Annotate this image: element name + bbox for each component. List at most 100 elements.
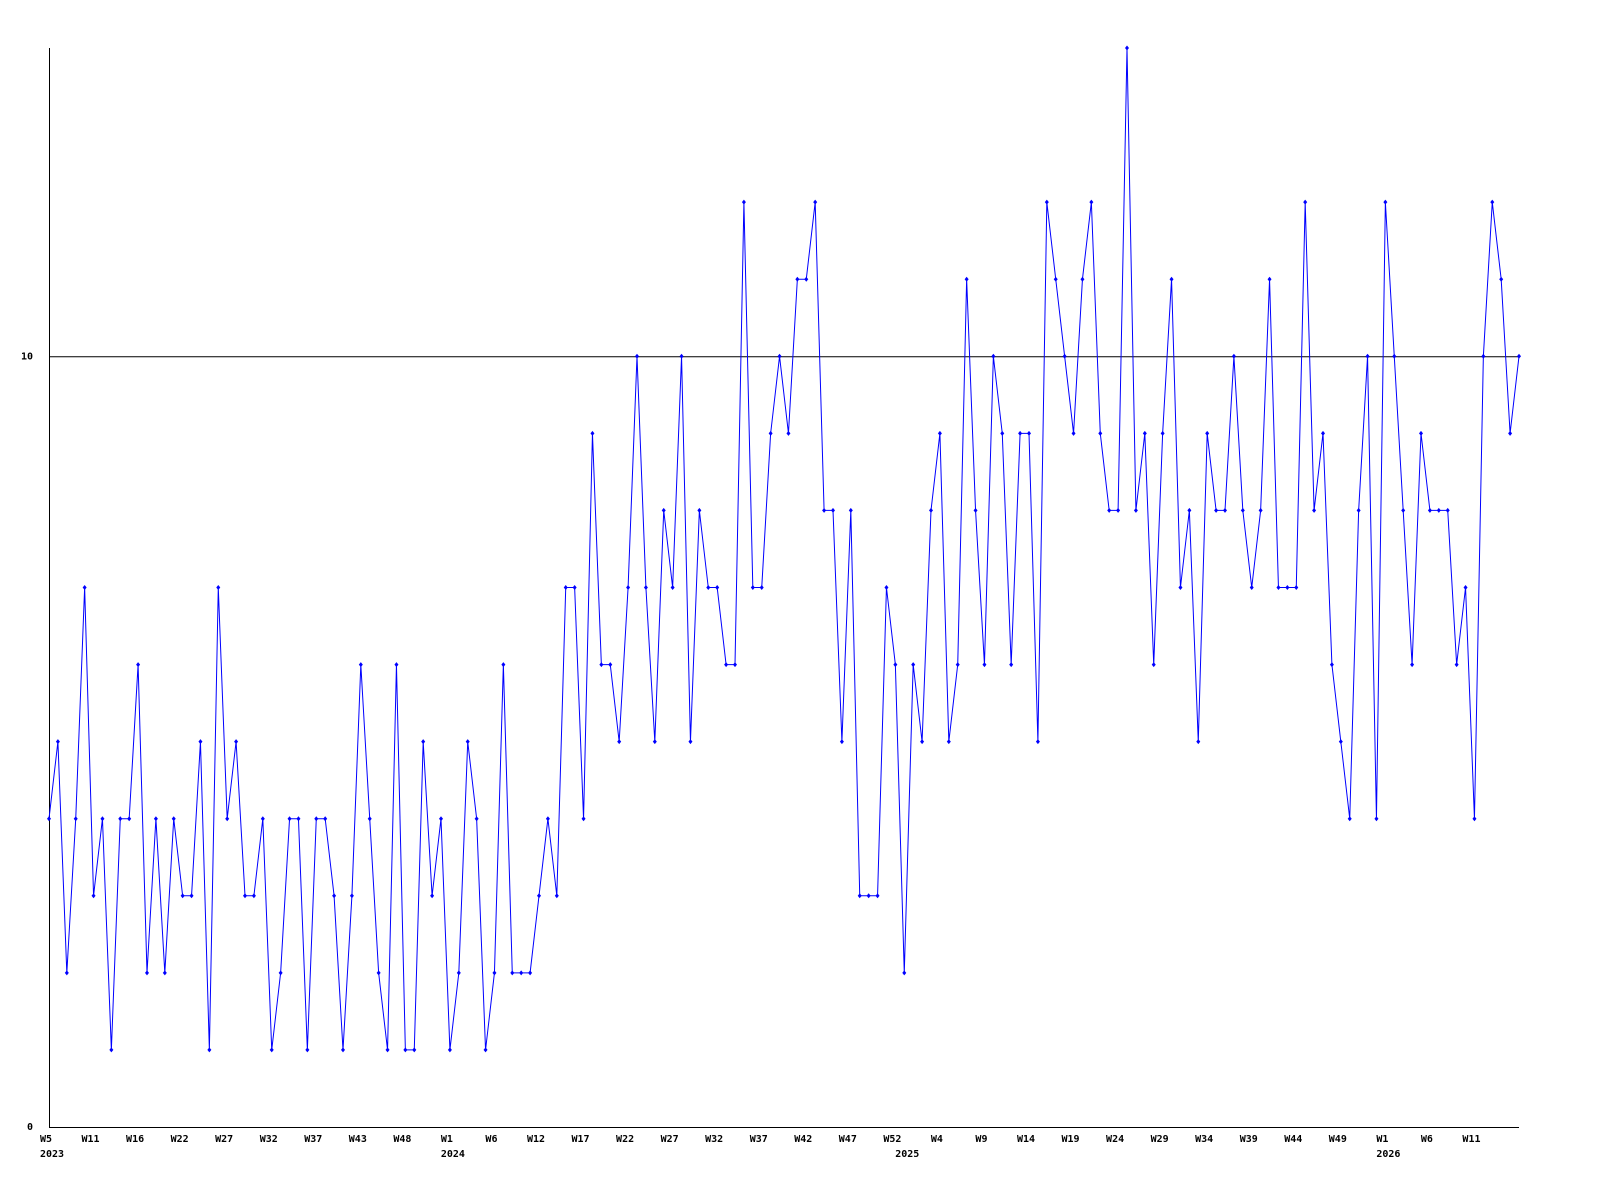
data-point [376, 970, 381, 976]
data-point [1499, 276, 1504, 282]
x-tick-label: W6 [485, 1134, 497, 1145]
x-tick-label: W11 [82, 1134, 100, 1145]
data-point [982, 662, 987, 668]
x-tick-label: W42 [794, 1134, 812, 1145]
data-point [1009, 662, 1014, 668]
data-point [189, 893, 194, 899]
data-point [501, 662, 506, 668]
data-point [403, 1047, 408, 1053]
x-year-label: 2026 [1376, 1149, 1400, 1160]
data-point [866, 893, 871, 899]
data-point [1267, 276, 1272, 282]
x-tick-label: W39 [1240, 1134, 1258, 1145]
data-point [1169, 276, 1174, 282]
x-tick-label: W24 [1106, 1134, 1124, 1145]
data-point [1312, 507, 1317, 513]
data-point [341, 1047, 345, 1053]
x-tick-label: W5 [40, 1134, 52, 1145]
x-tick-label: W52 [883, 1134, 901, 1145]
data-point [1142, 430, 1147, 436]
data-point [1490, 199, 1495, 205]
y-tick-label: 10 [21, 351, 33, 362]
data-point [145, 970, 149, 976]
data-point [1089, 199, 1094, 205]
data-point [608, 662, 613, 668]
data-point [269, 1047, 274, 1053]
data-point [127, 816, 132, 822]
data-point [1151, 662, 1156, 668]
data-point [679, 353, 684, 359]
data-point [1231, 353, 1236, 359]
data-point [848, 507, 853, 513]
data-point [688, 739, 693, 745]
data-point [1178, 585, 1183, 590]
data-point [385, 1047, 390, 1053]
x-tick-label: W22 [171, 1134, 189, 1145]
data-point [1205, 430, 1210, 436]
data-point [911, 662, 916, 668]
data-point [1303, 199, 1308, 205]
data-point [1107, 507, 1112, 513]
data-line [48, 47, 1520, 1051]
data-point [652, 739, 657, 745]
data-point [1240, 507, 1245, 513]
data-point [786, 430, 791, 436]
data-point [1419, 430, 1423, 436]
x-tick-label: W1 [1376, 1134, 1388, 1145]
data-point [706, 585, 711, 590]
data-point [1294, 585, 1299, 590]
data-point [1223, 507, 1227, 513]
data-point [1062, 353, 1067, 359]
data-point [1392, 353, 1397, 359]
data-point [1410, 662, 1415, 668]
data-point [1044, 199, 1049, 205]
x-tick-label: W9 [975, 1134, 987, 1145]
data-point [447, 1047, 452, 1053]
data-point [1053, 276, 1058, 282]
data-point [207, 1047, 212, 1053]
data-point [1463, 585, 1468, 590]
data-point [1258, 507, 1263, 513]
data-point [1481, 353, 1486, 359]
data-point [1196, 739, 1201, 745]
data-point [1018, 430, 1023, 436]
x-tick-label: W14 [1017, 1134, 1035, 1145]
x-tick-label: W34 [1195, 1134, 1213, 1145]
data-point [643, 585, 648, 590]
x-tick-label: W29 [1151, 1134, 1169, 1145]
data-point [599, 662, 604, 668]
data-point [795, 276, 800, 282]
data-point [581, 816, 586, 822]
data-point [554, 893, 559, 899]
x-tick-label: W22 [616, 1134, 634, 1145]
data-point [91, 893, 96, 899]
data-point [1454, 662, 1459, 668]
data-point [1472, 816, 1477, 822]
x-tick-label: W48 [393, 1134, 411, 1145]
data-point [955, 662, 960, 668]
data-point [635, 353, 639, 359]
data-point [831, 507, 835, 513]
data-point [474, 816, 479, 822]
data-point [305, 1047, 310, 1053]
data-point [260, 816, 265, 822]
data-point [64, 970, 69, 976]
data-point [234, 739, 239, 745]
data-point [1027, 430, 1031, 436]
x-tick-label: W27 [215, 1134, 233, 1145]
data-point [358, 662, 363, 668]
data-point [1445, 507, 1450, 513]
data-point [180, 893, 185, 899]
x-tick-label: W49 [1329, 1134, 1347, 1145]
x-year-label: 2024 [441, 1149, 465, 1160]
data-point [545, 816, 550, 822]
x-tick-label: W12 [527, 1134, 545, 1145]
data-point [162, 970, 167, 976]
x-tick-label: W27 [661, 1134, 679, 1145]
data-point [839, 739, 844, 745]
data-point [670, 585, 675, 590]
data-point [430, 893, 435, 899]
x-tick-label: W37 [750, 1134, 768, 1145]
data-point [1214, 507, 1219, 513]
